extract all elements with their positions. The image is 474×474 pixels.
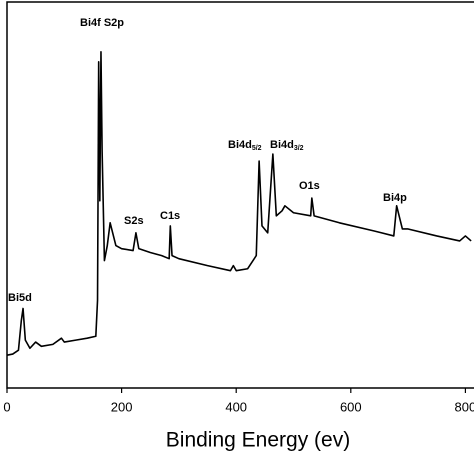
peak-label-sub: 5/2 [252,145,262,152]
peak-label-text: Bi4d [228,139,252,151]
peak-label: Bi4d5/2 [228,139,262,152]
x-axis-label: Binding Energy (ev) [166,429,350,452]
peak-label-text: Bi4f S2p [80,17,124,29]
peak-label-sub: 3/2 [294,145,304,152]
x-tick-label: 200 [111,399,133,414]
spectrum-line [6,50,472,356]
peak-label: Bi4f S2p [80,17,124,29]
peak-label-text: O1s [299,180,320,192]
peak-label-text: Bi4d [270,139,294,151]
peak-label: Bi5d [8,292,32,304]
x-tick-label: 600 [340,399,362,414]
peak-label: S2s [124,215,144,227]
peak-label-text: C1s [160,210,180,222]
peak-label-text: Bi5d [8,292,32,304]
x-tick-label: 800 [455,399,474,414]
x-tick-label: 400 [225,399,247,414]
x-tick-label: 0 [3,399,10,414]
peak-label: Bi4d3/2 [270,139,304,152]
peak-label-text: Bi4p [383,192,407,204]
peak-label: O1s [299,180,320,192]
plot-frame [6,1,474,389]
peak-label: Bi4p [383,192,407,204]
peak-label-text: S2s [124,215,144,227]
peak-label: C1s [160,210,180,222]
